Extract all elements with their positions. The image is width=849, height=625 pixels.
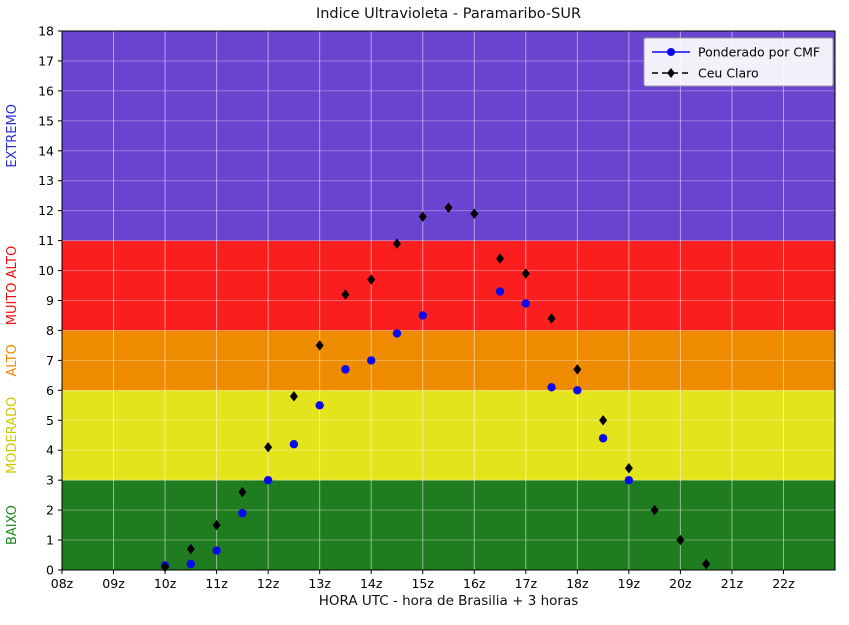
point-ponderado-por-cmf (521, 299, 530, 308)
y-tick-label: 6 (46, 383, 54, 398)
point-ponderado-por-cmf (263, 475, 273, 485)
point-ceu-claro (315, 340, 324, 351)
point-ceu-claro (444, 202, 453, 213)
point-ceu-claro (341, 289, 350, 300)
x-tick-label: 09z (102, 576, 125, 591)
point-ceu-claro (161, 561, 170, 573)
y-tick-label: 12 (38, 203, 54, 218)
band-label-alto: ALTO (5, 344, 20, 377)
y-tick-label: 11 (38, 233, 54, 248)
y-tick-label: 1 (46, 533, 54, 548)
y-tick-label: 7 (46, 353, 54, 368)
x-tick-label: 16z (463, 576, 486, 591)
point-ponderado-por-cmf (418, 311, 427, 320)
point-ponderado-por-cmf (624, 475, 634, 485)
y-tick-label: 18 (38, 24, 54, 39)
point-ceu-claro (186, 543, 195, 555)
point-ceu-claro (676, 534, 685, 546)
legend-label: Ceu Claro (698, 66, 759, 81)
y-tick-label: 2 (46, 503, 54, 518)
point-ceu-claro (238, 486, 247, 498)
y-tick-label: 15 (38, 113, 54, 128)
chart-title: Indice Ultravioleta - Paramaribo-SUR (315, 6, 582, 22)
y-tick-label: 9 (46, 293, 54, 308)
x-tick-label: 20z (669, 576, 692, 591)
band-label-moderado: MODERADO (5, 397, 20, 474)
point-ponderado-por-cmf (341, 365, 350, 374)
point-ceu-claro (392, 238, 401, 249)
y-tick-label: 17 (38, 53, 54, 68)
legend-box (643, 37, 834, 87)
band-label-extremo: EXTREMO (5, 104, 20, 168)
y-tick-label: 3 (46, 473, 54, 488)
point-ceu-claro (264, 442, 273, 453)
x-tick-label: 13z (308, 576, 331, 591)
point-ponderado-por-cmf (186, 559, 196, 569)
point-ceu-claro (418, 211, 427, 222)
x-tick-label: 18z (566, 576, 589, 591)
x-tick-label: 14z (360, 576, 383, 591)
x-axis-label: HORA UTC - hora de Brasilia + 3 horas (318, 593, 579, 609)
x-tick-label: 19z (618, 576, 641, 591)
point-ponderado-por-cmf (392, 329, 402, 338)
point-ponderado-por-cmf (598, 434, 608, 443)
point-ponderado-por-cmf (212, 546, 221, 555)
band-alto (62, 330, 835, 391)
point-ceu-claro (650, 504, 659, 516)
x-tick-label: 17z (515, 576, 538, 591)
point-ceu-claro (702, 558, 711, 570)
legend-marker-diamond-icon (667, 68, 675, 78)
point-ponderado-por-cmf (367, 356, 376, 365)
legend-label: Ponderado por CMF (698, 45, 820, 60)
x-tick-label: 12z (257, 576, 280, 591)
point-ceu-claro (496, 253, 505, 264)
y-tick-label: 8 (46, 323, 54, 338)
point-ponderado-por-cmf (547, 383, 556, 392)
point-ceu-claro (289, 391, 298, 402)
point-ceu-claro (624, 462, 633, 474)
point-ceu-claro (212, 519, 221, 531)
band-muito-alto (62, 240, 835, 331)
x-tick-label: 21z (721, 576, 744, 591)
y-tick-label: 0 (46, 563, 54, 578)
point-ceu-claro (367, 274, 376, 285)
point-ceu-claro (573, 364, 582, 375)
point-ceu-claro (599, 415, 608, 426)
band-baixo (62, 480, 835, 570)
point-ponderado-por-cmf (238, 508, 247, 518)
point-ponderado-por-cmf (289, 440, 299, 449)
y-tick-label: 10 (38, 263, 54, 278)
y-tick-label: 4 (46, 443, 54, 458)
plot-frame (61, 30, 836, 571)
x-tick-label: 22z (772, 576, 795, 591)
point-ponderado-por-cmf (495, 287, 505, 296)
point-ponderado-por-cmf (573, 386, 582, 395)
band-label-muito-alto: MUITO ALTO (5, 246, 20, 325)
point-ceu-claro (547, 313, 556, 324)
y-tick-label: 16 (38, 83, 54, 98)
band-label-baixo: BAIXO (5, 505, 20, 545)
y-tick-label: 14 (38, 143, 54, 158)
point-ponderado-por-cmf (315, 401, 324, 410)
point-ceu-claro (470, 208, 479, 219)
x-tick-label: 11z (205, 576, 228, 591)
x-tick-label: 15z (411, 576, 434, 591)
y-tick-label: 13 (38, 173, 54, 188)
legend-marker-circle-icon (667, 48, 675, 56)
x-tick-label: 08z (51, 576, 74, 591)
x-tick-label: 10z (154, 576, 177, 591)
point-ceu-claro (521, 268, 530, 279)
y-tick-label: 5 (46, 413, 54, 428)
band-moderado (62, 390, 835, 481)
